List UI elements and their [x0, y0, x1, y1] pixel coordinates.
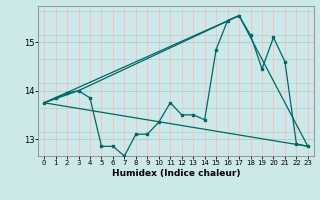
X-axis label: Humidex (Indice chaleur): Humidex (Indice chaleur)	[112, 169, 240, 178]
